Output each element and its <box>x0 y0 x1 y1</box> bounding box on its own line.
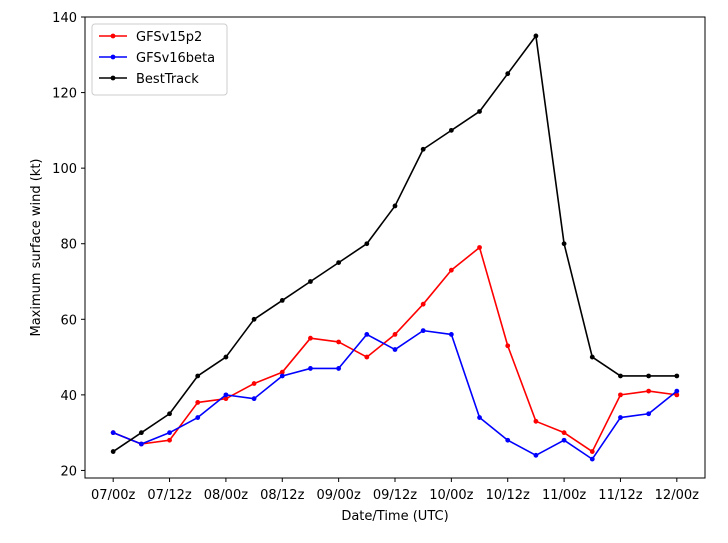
x-tick-label: 07/12z <box>147 488 191 503</box>
data-point-gfsv15p2 <box>477 245 482 250</box>
data-point-gfsv16beta <box>589 456 595 462</box>
data-point-gfsv15p2 <box>251 381 257 386</box>
data-point-gfsv15p2 <box>618 392 623 398</box>
data-point-gfsv15p2 <box>448 267 454 273</box>
data-point-besttrack <box>364 241 370 247</box>
data-point-gfsv15p2 <box>646 388 652 394</box>
y-tick-label: 20 <box>60 464 77 479</box>
data-point-gfsv15p2 <box>167 437 172 443</box>
data-point-gfsv16beta <box>223 392 229 398</box>
data-point-gfsv15p2 <box>505 343 511 349</box>
data-point-gfsv15p2 <box>195 400 201 405</box>
legend-label: BestTrack <box>136 72 199 87</box>
data-point-gfsv16beta <box>505 437 511 443</box>
data-point-besttrack <box>448 127 454 133</box>
legend-marker <box>110 75 116 81</box>
data-point-gfsv16beta <box>392 347 398 352</box>
plot-frame <box>84 16 706 479</box>
series-besttrack <box>110 33 680 454</box>
series-gfsv15p2 <box>110 245 680 454</box>
data-point-besttrack <box>279 298 285 303</box>
data-point-gfsv16beta <box>167 430 172 436</box>
x-tick-label: 11/00z <box>542 488 586 503</box>
data-point-gfsv15p2 <box>533 418 539 424</box>
data-point-besttrack <box>505 71 511 77</box>
data-point-besttrack <box>561 241 567 247</box>
data-point-gfsv16beta <box>336 366 342 371</box>
series-lines <box>110 33 680 462</box>
data-point-gfsv16beta <box>279 373 285 379</box>
y-tick-label: 140 <box>52 11 77 26</box>
data-point-besttrack <box>251 316 257 322</box>
data-point-gfsv15p2 <box>223 396 229 402</box>
data-point-gfsv16beta <box>477 415 482 420</box>
legend-item-gfsv16beta: GFSv16beta <box>99 51 215 66</box>
data-point-gfsv16beta <box>448 332 454 337</box>
x-tick-label: 10/00z <box>429 488 473 503</box>
data-point-gfsv16beta <box>138 441 144 447</box>
x-tick-label: 09/00z <box>316 488 360 503</box>
y-tick-label: 60 <box>60 313 77 328</box>
data-point-besttrack <box>420 146 426 152</box>
y-tick-label: 120 <box>52 87 77 102</box>
data-point-gfsv16beta <box>618 415 623 420</box>
x-tick-label: 08/00z <box>204 488 248 503</box>
data-point-besttrack <box>167 411 172 417</box>
y-tick-label: 40 <box>60 389 77 404</box>
data-point-gfsv16beta <box>308 366 313 371</box>
data-point-besttrack <box>308 279 313 284</box>
data-point-gfsv16beta <box>533 452 539 458</box>
legend-marker <box>110 33 116 39</box>
data-point-gfsv15p2 <box>392 332 398 337</box>
x-tick-label: 07/00z <box>91 488 135 503</box>
data-point-gfsv15p2 <box>674 392 680 398</box>
data-point-gfsv16beta <box>561 437 567 443</box>
x-tick-label: 10/12z <box>486 488 530 503</box>
data-point-besttrack <box>223 354 229 360</box>
data-point-besttrack <box>336 260 342 266</box>
series-gfsv16beta <box>110 328 680 462</box>
data-point-gfsv15p2 <box>589 449 595 454</box>
legend-item-besttrack: BestTrack <box>99 72 199 87</box>
legend-marker <box>110 54 116 60</box>
y-axis-label: Maximum surface wind (kt) <box>29 158 44 336</box>
data-point-gfsv16beta <box>251 396 257 402</box>
y-tick-label: 100 <box>52 162 77 177</box>
data-point-besttrack <box>138 430 144 436</box>
x-tick-label: 12/00z <box>655 488 699 503</box>
legend-label: GFSv16beta <box>136 51 215 66</box>
data-point-besttrack <box>477 109 482 114</box>
data-point-besttrack <box>646 373 652 379</box>
data-point-besttrack <box>533 33 539 39</box>
data-point-besttrack <box>110 449 116 454</box>
data-point-gfsv16beta <box>364 332 370 337</box>
data-point-gfsv15p2 <box>308 335 313 341</box>
data-point-gfsv15p2 <box>336 339 342 345</box>
data-point-besttrack <box>195 373 201 379</box>
data-point-gfsv15p2 <box>561 430 567 436</box>
data-point-besttrack <box>618 373 623 379</box>
legend-item-gfsv15p2: GFSv15p2 <box>99 30 202 45</box>
x-tick-label: 11/12z <box>598 488 642 503</box>
legend-label: GFSv15p2 <box>136 30 202 45</box>
data-point-gfsv15p2 <box>420 301 426 307</box>
data-point-besttrack <box>589 354 595 360</box>
legend: GFSv15p2 GFSv16beta BestTrack <box>91 23 228 96</box>
data-point-gfsv16beta <box>674 388 680 394</box>
x-tick-label: 08/12z <box>260 488 304 503</box>
data-point-gfsv16beta <box>195 415 201 420</box>
axis-ticks: 20 40 60 80 100 120 140 07/00z 07/12z 08/00z 08/12… <box>52 11 699 503</box>
data-point-gfsv15p2 <box>364 354 370 360</box>
y-tick-label: 80 <box>60 238 77 253</box>
data-point-gfsv16beta <box>110 430 116 436</box>
x-axis-label: Date/Time (UTC) <box>341 509 448 524</box>
data-point-gfsv16beta <box>420 328 426 334</box>
x-tick-label: 09/12z <box>373 488 417 503</box>
data-point-besttrack <box>392 203 398 209</box>
data-point-besttrack <box>674 373 680 379</box>
data-point-gfsv15p2 <box>279 369 285 375</box>
data-point-gfsv16beta <box>646 411 652 417</box>
